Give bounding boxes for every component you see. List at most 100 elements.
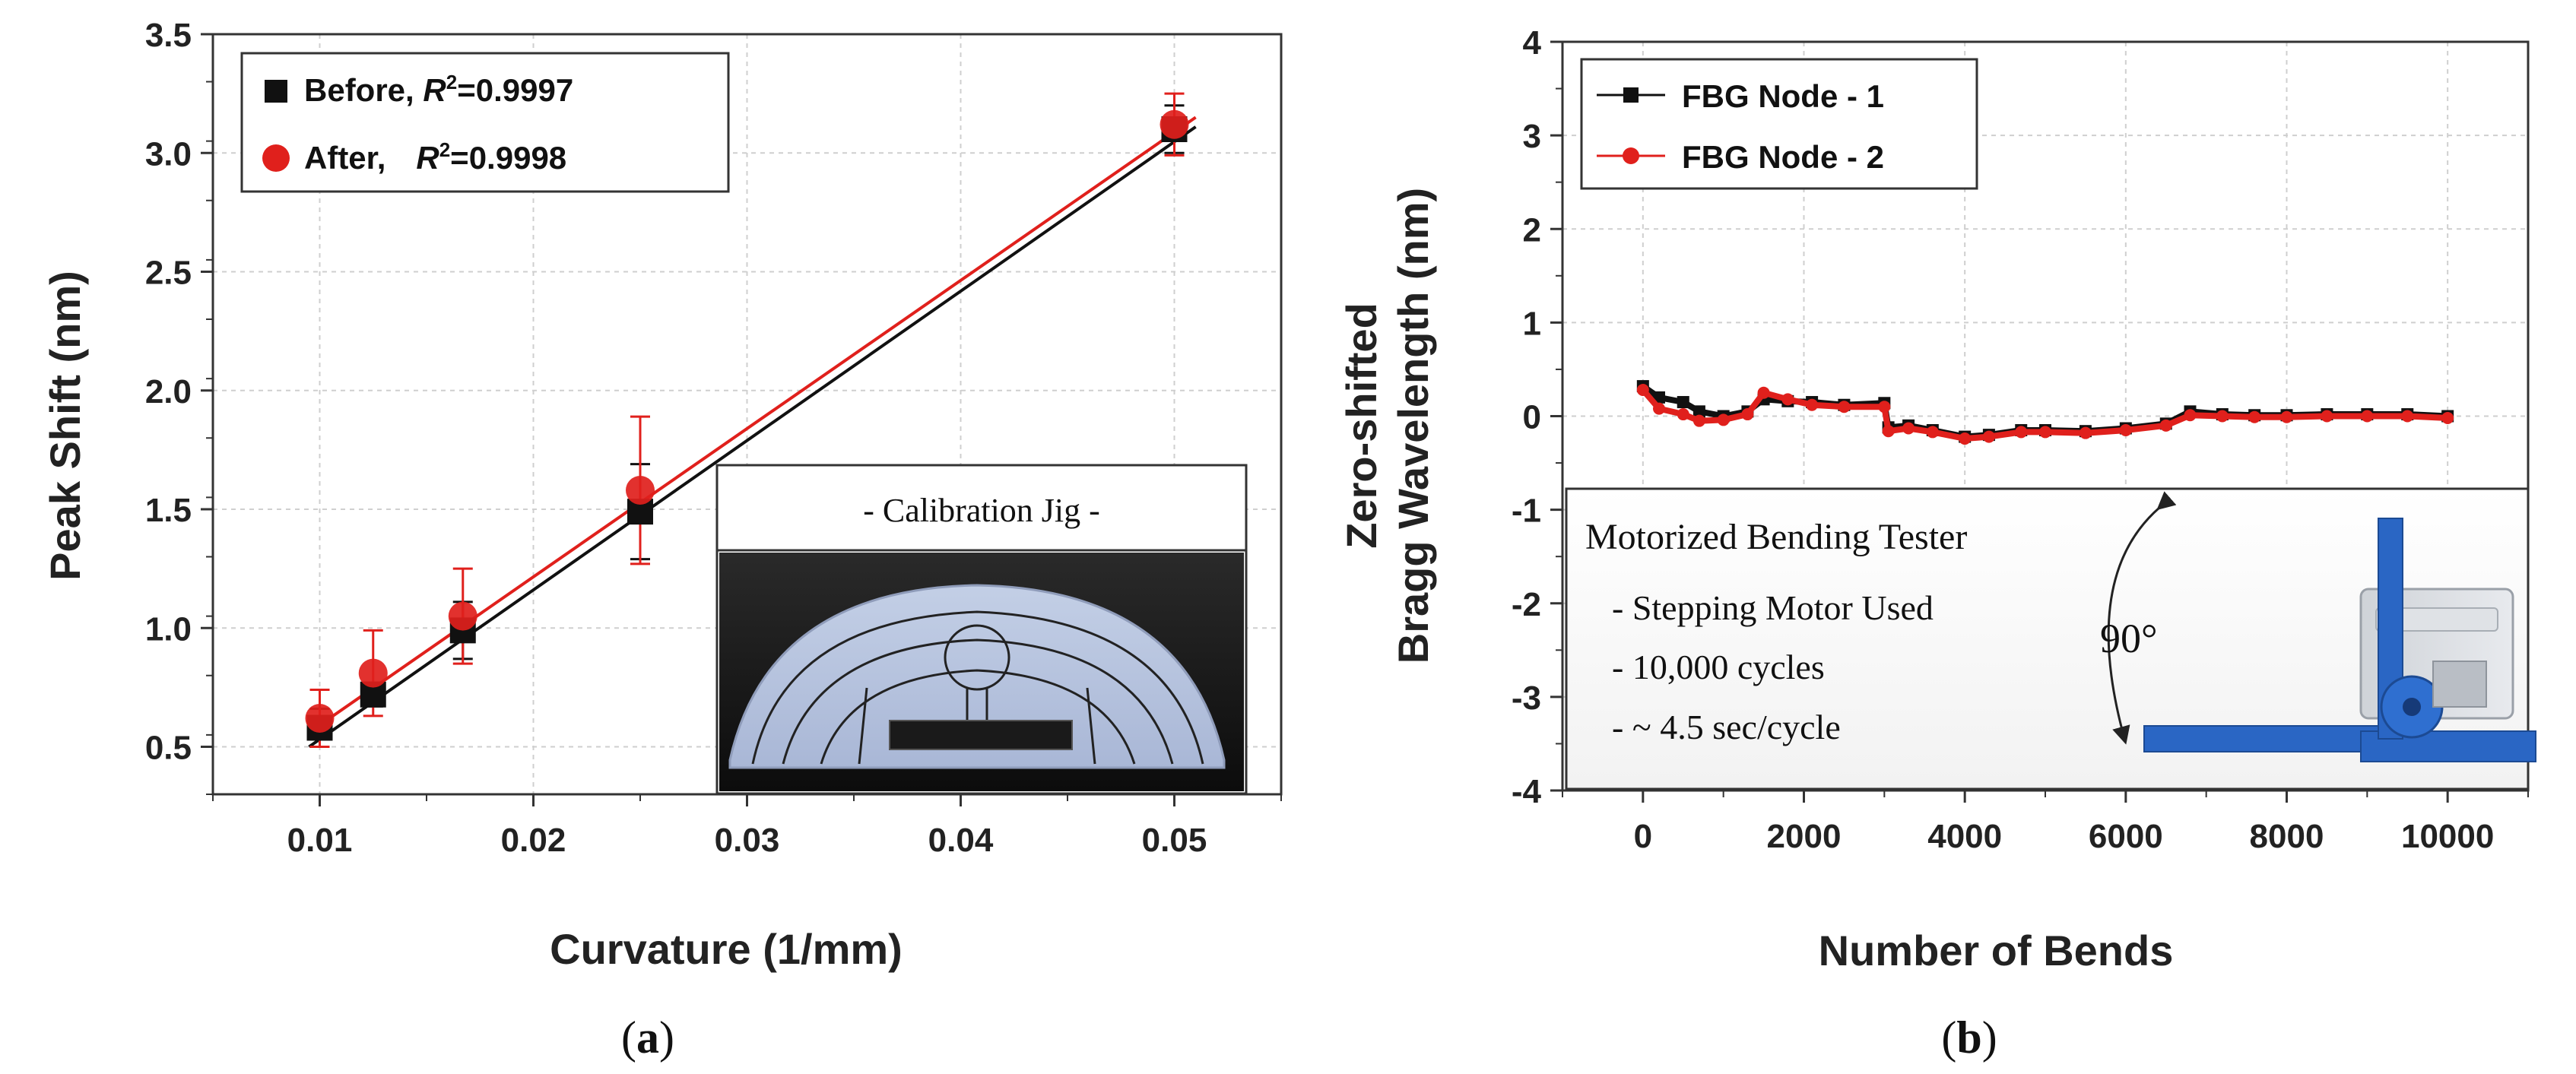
x-tick-label: 0.01 bbox=[287, 822, 353, 859]
x-tick-label: 8000 bbox=[2250, 818, 2324, 855]
panel-a-tick-labels: 0.01 0.02 0.03 0.04 0.05 0.5 1.0 1.5 2.0 2.5 3.0 3.… bbox=[145, 17, 1207, 859]
tester-inset-line-3: - ~ 4.5 sec/cycle bbox=[1612, 708, 1841, 746]
legend-node2-marker bbox=[1623, 147, 1639, 164]
panel-a-x-axis-title: Curvature (1/mm) bbox=[550, 925, 903, 973]
data-point-after bbox=[448, 601, 477, 631]
data-point-node2 bbox=[1982, 430, 1995, 443]
data-point-node2 bbox=[2401, 410, 2414, 423]
data-point-node2 bbox=[2280, 410, 2293, 423]
data-point-node2 bbox=[2441, 411, 2454, 424]
jig-photo bbox=[728, 584, 1226, 769]
x-tick-label: 0.02 bbox=[501, 822, 566, 859]
data-point-node2 bbox=[1959, 432, 1972, 445]
data-point-node2 bbox=[1677, 408, 1689, 421]
data-point-node2 bbox=[2119, 423, 2132, 436]
data-point-node2 bbox=[1902, 422, 1915, 435]
panel-b-series bbox=[1636, 380, 2454, 445]
data-point-node2 bbox=[2321, 410, 2333, 423]
y-tick-label: 1.0 bbox=[145, 610, 192, 648]
legend-after-label: After, R2=0.9998 bbox=[304, 138, 566, 176]
data-point-node1 bbox=[1692, 405, 1705, 418]
rotation-angle-label: 90° bbox=[2100, 616, 2158, 661]
y-tick-label: 3.5 bbox=[145, 17, 192, 54]
legend-after-marker bbox=[262, 144, 290, 172]
data-point-node2 bbox=[1838, 401, 1851, 413]
fit-line-before bbox=[308, 125, 1197, 749]
panel-a-data-points bbox=[305, 109, 1189, 741]
panel-a-label: (a) bbox=[621, 1012, 674, 1063]
panel-a-legend-box bbox=[240, 52, 730, 193]
tester-inset-line-2: - 10,000 cycles bbox=[1612, 648, 1825, 686]
y-tick-label: 3.0 bbox=[145, 135, 192, 173]
data-point-node2 bbox=[1781, 393, 1794, 406]
legend-before-marker bbox=[265, 80, 287, 103]
panel-b-x-axis-title: Number of Bends bbox=[1819, 927, 2174, 974]
x-tick-label: 0.05 bbox=[1142, 822, 1207, 859]
panel-a-legend: Before, R2=0.9997 After, R2=0.9998 bbox=[240, 52, 730, 193]
data-point-node2 bbox=[2248, 410, 2261, 423]
y-tick-label: -1 bbox=[1512, 493, 1541, 530]
data-point-node2 bbox=[1717, 413, 1730, 426]
data-point-after bbox=[626, 476, 655, 505]
data-point-node2 bbox=[2361, 410, 2374, 423]
x-tick-label: 0.03 bbox=[715, 822, 780, 859]
y-tick-label: 2 bbox=[1523, 211, 1541, 249]
data-point-node2 bbox=[2039, 426, 2051, 439]
panel-b-y-axis-title-line-2: Bragg Wavelength (nm) bbox=[1389, 188, 1437, 664]
data-point-node2 bbox=[1692, 414, 1705, 427]
y-tick-label: 1.5 bbox=[145, 492, 192, 529]
data-point-node2 bbox=[1806, 398, 1819, 411]
data-point-node2 bbox=[1757, 386, 1770, 399]
y-tick-label: 0 bbox=[1523, 399, 1541, 436]
y-tick-label: 4 bbox=[1523, 24, 1542, 62]
data-point-node2 bbox=[1636, 384, 1649, 397]
y-tick-label: -4 bbox=[1512, 773, 1542, 810]
y-tick-label: 0.5 bbox=[145, 730, 192, 767]
legend-node1-marker bbox=[1623, 87, 1639, 103]
data-point-node1 bbox=[1677, 396, 1689, 409]
data-point-node2 bbox=[2159, 419, 2172, 432]
data-point-after bbox=[305, 704, 335, 733]
x-tick-label: 0.04 bbox=[928, 822, 994, 859]
data-point-node2 bbox=[2015, 426, 2028, 439]
data-point-node2 bbox=[1926, 426, 1939, 439]
data-point-after bbox=[358, 658, 388, 688]
panel-b-chart: 0 2000 4000 6000 8000 10000 -4 -3 -2 -1 0 1 2 3 4 FBG … bbox=[1337, 24, 2536, 1063]
panel-a-ticks bbox=[201, 33, 1282, 806]
data-point-after bbox=[1160, 109, 1189, 139]
tester-inset-title: Motorized Bending Tester bbox=[1585, 517, 1967, 557]
panel-b-ticks bbox=[1550, 40, 2529, 803]
panel-a-y-axis-title: Peak Shift (nm) bbox=[41, 271, 89, 581]
legend-before-label: Before, R2=0.9997 bbox=[304, 71, 573, 108]
x-tick-label: 10000 bbox=[2401, 818, 2494, 855]
y-tick-label: -3 bbox=[1512, 680, 1541, 717]
panel-b-legend-box bbox=[1580, 58, 1978, 190]
panel-b-y-axis-title-line-1: Zero-shifted bbox=[1337, 303, 1385, 549]
tester-inset-line-1: - Stepping Motor Used bbox=[1612, 588, 1934, 627]
y-tick-label: 3 bbox=[1523, 118, 1541, 155]
bending-tester-photo bbox=[2143, 518, 2536, 762]
panel-b-label: (b) bbox=[1941, 1012, 1997, 1063]
data-point-node2 bbox=[1653, 402, 1665, 415]
x-tick-label: 6000 bbox=[2089, 818, 2163, 855]
data-point-node2 bbox=[2079, 426, 2092, 439]
y-tick-label: 2.5 bbox=[145, 255, 192, 292]
panel-b-legend: FBG Node - 1 FBG Node - 2 bbox=[1580, 58, 1978, 190]
data-point-node2 bbox=[1741, 408, 1754, 421]
rotation-arc-arrow bbox=[2107, 491, 2177, 745]
y-tick-label: 2.0 bbox=[145, 373, 192, 410]
legend-node1-label: FBG Node - 1 bbox=[1682, 78, 1884, 114]
x-tick-label: 0 bbox=[1634, 818, 1652, 855]
data-point-node2 bbox=[1878, 401, 1891, 413]
y-tick-label: 1 bbox=[1523, 305, 1541, 342]
jig-inset-title: - Calibration Jig - bbox=[863, 492, 1100, 529]
x-tick-label: 4000 bbox=[1927, 818, 2002, 855]
legend-node2-label: FBG Node - 2 bbox=[1682, 139, 1884, 175]
y-tick-label: -2 bbox=[1512, 586, 1541, 623]
panel-a-chart: 0.01 0.02 0.03 0.04 0.05 0.5 1.0 1.5 2.0 2.5 3.0 3.… bbox=[41, 17, 1283, 1063]
panel-b-tick-labels: 0 2000 4000 6000 8000 10000 -4 -3 -2 -1 0 1 2 3 4 bbox=[1512, 24, 2494, 855]
bending-tester-inset: Motorized Bending Tester - Stepping Moto… bbox=[1565, 487, 2536, 790]
calibration-jig-inset: - Calibration Jig - bbox=[715, 464, 1248, 795]
data-point-node2 bbox=[2216, 410, 2229, 423]
